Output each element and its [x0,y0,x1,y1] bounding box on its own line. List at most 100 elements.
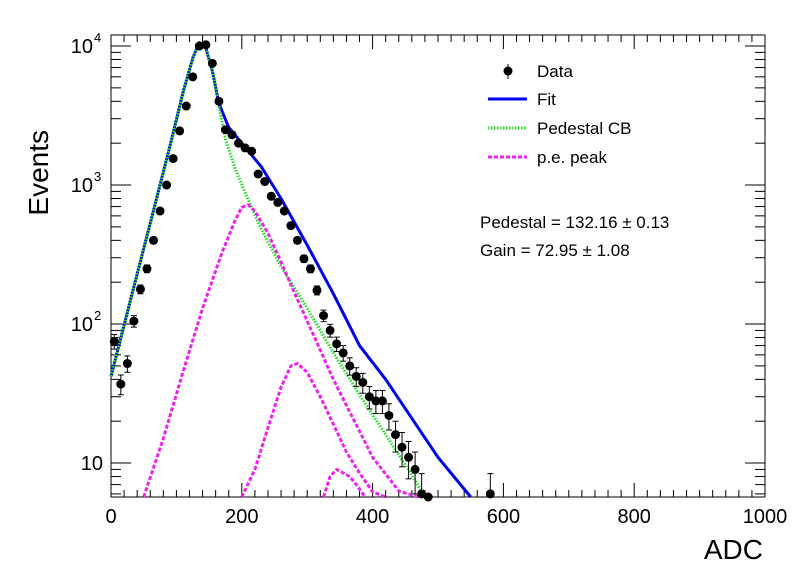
data-point [485,473,495,499]
y-tick-label: 10 [71,175,93,197]
x-tick-label: 400 [356,506,389,528]
data-point [122,355,132,373]
data-point [116,374,126,396]
pedestal-annotation: Pedestal = 132.16 ± 0.13 [480,213,669,232]
data-marker [175,126,185,136]
data-point [214,96,224,106]
data-point [260,177,270,187]
x-axis: 0 200 400 600 800 1000 [105,35,787,528]
data-point [279,206,289,216]
data-point [201,40,211,50]
data-points [109,40,495,502]
series-p-e-peak-3-curve [322,467,368,499]
data-point [234,138,244,148]
data-marker [220,125,230,135]
data-point [227,130,237,140]
data-marker [116,379,126,389]
data-point [332,336,342,352]
data-marker [364,392,374,402]
data-marker [286,221,296,231]
y-tick-exponent: 4 [94,30,101,45]
data-marker [260,177,270,187]
series-p-e-peak-1-curve [142,203,419,499]
data-point [371,389,381,415]
data-point [135,284,145,295]
data-marker [162,180,172,190]
data-point [305,264,315,274]
data-marker [142,264,152,274]
data-marker [201,40,211,50]
data-point [397,431,407,468]
data-point [286,221,296,231]
data-point [410,451,420,495]
data-point [142,264,152,274]
data-point [345,357,355,376]
data-marker [325,325,335,335]
data-point [253,169,263,179]
y-tick-label: 10 [71,36,93,58]
data-point [175,126,185,136]
data-marker [351,371,361,381]
data-marker [390,430,400,440]
y-tick-label: 10 [81,453,103,475]
data-point [109,334,119,350]
data-point [129,315,139,328]
data-point [404,440,414,480]
series-pedestal-cb-curve [109,41,427,498]
y-axis-label: Events [23,130,54,216]
data-marker [207,58,217,68]
data-marker [253,169,263,179]
data-point [364,386,374,410]
data-marker [234,138,244,148]
data-point [266,191,276,201]
legend-item-pedestal-cb: Pedestal CB [488,119,632,138]
data-point [338,345,348,362]
data-marker [214,96,224,106]
data-marker [485,489,495,499]
data-marker [129,316,139,326]
legend-label-pedestal-cb: Pedestal CB [537,119,632,138]
x-axis-label: ADC [704,534,763,565]
data-point [299,254,309,264]
legend: Data Fit Pedestal CB p.e. peak [488,62,632,167]
data-marker [279,206,289,216]
data-marker [292,235,302,245]
legend-item-pe-peak: p.e. peak [488,148,607,167]
data-point [390,420,400,453]
data-marker [319,311,329,321]
legend-item-data: Data [503,62,573,81]
data-marker [384,410,394,420]
data-marker [181,101,191,111]
data-marker [247,146,257,156]
data-point [377,389,387,415]
data-point [312,285,322,296]
data-marker [358,377,368,387]
data-point [181,101,191,111]
data-marker [397,442,407,452]
data-point [162,180,172,190]
data-point [155,206,165,216]
data-point [149,235,159,245]
data-marker [338,348,348,358]
data-point [220,125,230,135]
x-tick-label: 1000 [743,506,788,528]
data-marker [312,285,322,295]
data-marker [371,396,381,406]
data-marker [168,154,178,164]
x-tick-label: 200 [225,506,258,528]
data-marker [109,336,119,346]
legend-label-pe-peak: p.e. peak [537,148,607,167]
data-marker [345,361,355,371]
data-point [351,367,361,388]
y-tick-label: 10 [71,314,93,336]
legend-label-fit: Fit [537,90,556,109]
data-marker [188,72,198,82]
data-point [358,372,368,394]
y-tick-exponent: 2 [94,308,101,323]
legend-label-data: Data [537,62,573,81]
data-point [207,58,217,68]
legend-item-fit: Fit [488,90,556,109]
series-p-e-peak-2-curve [240,362,387,499]
